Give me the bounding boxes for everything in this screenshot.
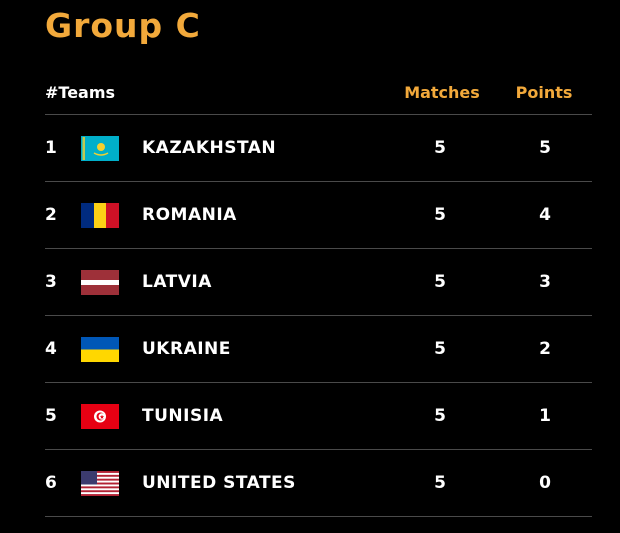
points: 1 <box>539 406 551 426</box>
points: 3 <box>539 272 551 292</box>
flag <box>81 337 119 362</box>
divider <box>45 114 592 115</box>
flag <box>81 203 119 228</box>
matches: 5 <box>434 339 446 359</box>
flag <box>81 136 119 161</box>
matches: 5 <box>434 272 446 292</box>
points: 4 <box>539 205 551 225</box>
rank: 6 <box>45 473 57 493</box>
rank: 2 <box>45 205 57 225</box>
points: 0 <box>539 473 551 493</box>
divider <box>45 449 592 450</box>
matches: 5 <box>434 406 446 426</box>
table-row: 2 ROMANIA 5 4 <box>0 182 620 249</box>
matches: 5 <box>434 205 446 225</box>
table-row: 4 UKRAINE 5 2 <box>0 316 620 383</box>
rank: 1 <box>45 138 57 158</box>
column-header: Points <box>515 83 573 102</box>
team-name: ROMANIA <box>142 205 237 225</box>
flag <box>81 270 119 295</box>
table-row: 5 TUNISIA 5 1 <box>0 383 620 450</box>
column-header: Matches <box>404 83 480 102</box>
flag <box>81 471 119 496</box>
team-name: TUNISIA <box>142 406 224 426</box>
divider <box>45 248 592 249</box>
divider <box>45 382 592 383</box>
flag <box>81 404 119 429</box>
group-title: Group C <box>45 6 201 45</box>
team-name: KAZAKHSTAN <box>142 138 277 158</box>
table-row: 3 LATVIA 5 3 <box>0 249 620 316</box>
matches: 5 <box>434 473 446 493</box>
team-name: UKRAINE <box>142 339 231 359</box>
rank: 3 <box>45 272 57 292</box>
rank: 4 <box>45 339 57 359</box>
points: 5 <box>539 138 551 158</box>
column-header: #Teams <box>45 83 116 102</box>
team-name: UNITED STATES <box>142 473 296 493</box>
table-row: 1 KAZAKHSTAN 5 5 <box>0 115 620 182</box>
points: 2 <box>539 339 551 359</box>
table-row: 6 UNITED STATES 5 0 <box>0 450 620 517</box>
divider <box>45 315 592 316</box>
matches: 5 <box>434 138 446 158</box>
team-name: LATVIA <box>142 272 212 292</box>
rank: 5 <box>45 406 57 426</box>
divider <box>45 516 592 517</box>
divider <box>45 181 592 182</box>
